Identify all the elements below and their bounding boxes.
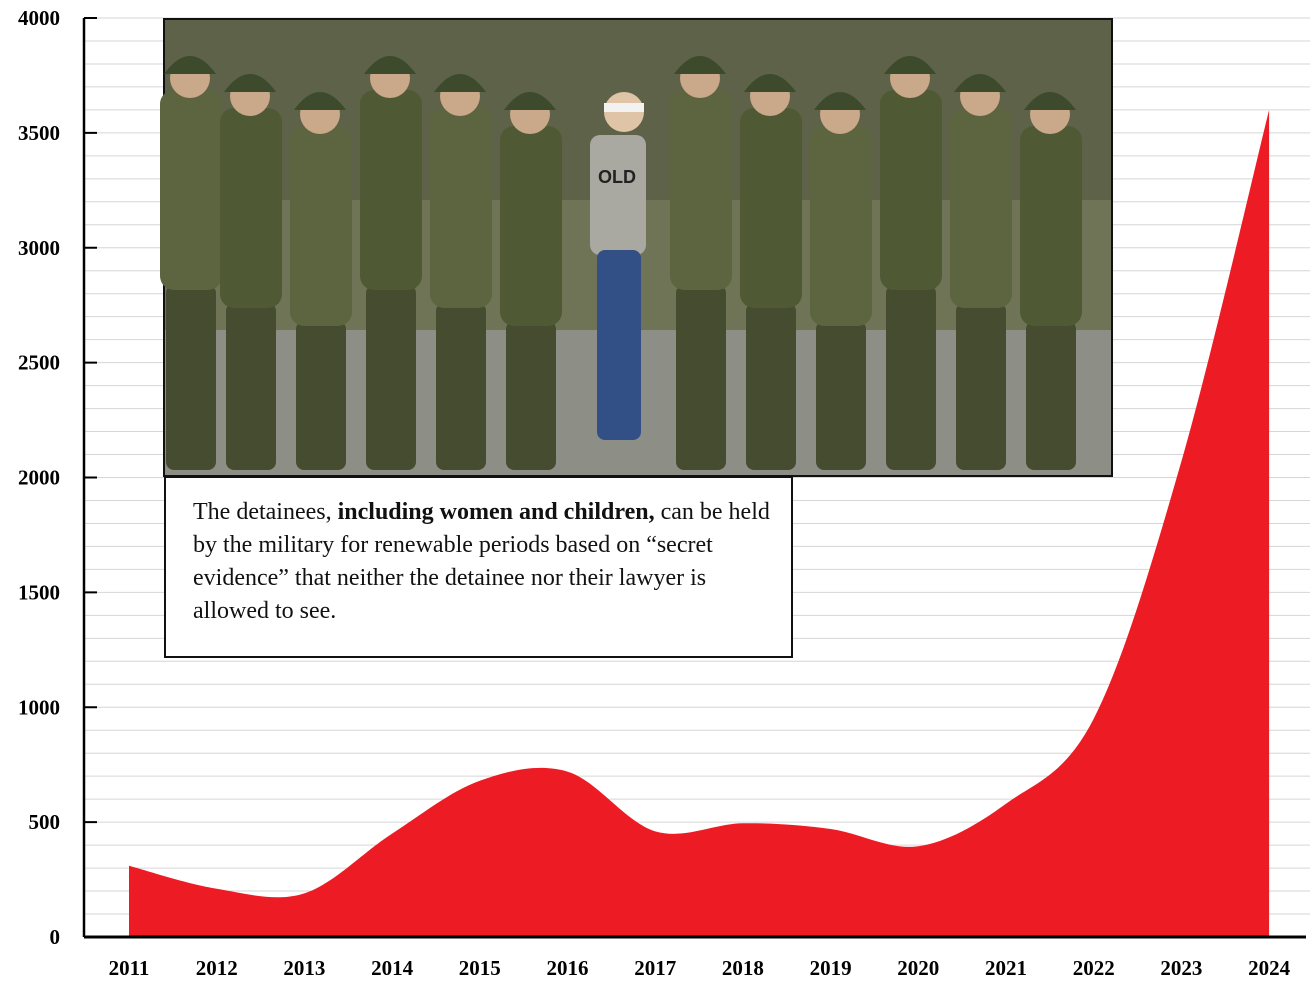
soldier-figure — [430, 74, 492, 470]
soldier-figure — [670, 56, 732, 470]
x-tick-label: 2019 — [810, 956, 852, 980]
x-tick-label: 2020 — [897, 956, 939, 980]
soldier-figure — [740, 74, 802, 470]
soldier-figure — [160, 56, 222, 470]
y-tick-label: 2000 — [18, 466, 60, 490]
soldier-figure — [810, 92, 872, 470]
x-tick-label: 2017 — [634, 956, 676, 980]
caption-text-end: can be held by the military for renewabl… — [193, 499, 770, 624]
caption-text-start: The detainees, — [193, 499, 338, 525]
y-tick-label: 3500 — [18, 121, 60, 145]
x-tick-label: 2013 — [283, 956, 325, 980]
soldiers-group-icon — [160, 56, 1082, 470]
caption-text-bold: including women and children, — [337, 499, 655, 525]
y-tick-label: 1000 — [18, 695, 60, 719]
soldier-figure — [500, 92, 562, 470]
y-tick-label: 0 — [50, 925, 61, 949]
y-tick-label: 1500 — [18, 580, 60, 604]
area-series — [129, 109, 1270, 937]
soldier-figure — [360, 56, 422, 470]
detained-boy-icon: OLD — [590, 92, 646, 440]
x-tick-label: 2014 — [371, 956, 414, 980]
soldier-figure — [220, 74, 282, 470]
y-tick-label: 2500 — [18, 351, 60, 375]
x-tick-label: 2012 — [196, 956, 238, 980]
x-tick-label: 2016 — [547, 956, 589, 980]
x-tick-labels: 2011 2012 2013 2014 2015 2016 2017 2018 2019 2020… — [109, 956, 1291, 980]
x-tick-label: 2024 — [1248, 956, 1291, 980]
inset-photo: OLD — [160, 18, 1113, 477]
soldier-figure — [1020, 92, 1082, 470]
x-tick-label: 2011 — [109, 956, 150, 980]
soldier-figure — [290, 92, 352, 470]
y-tick-labels: 0 500 1000 1500 2000 2500 3000 3500 4000 — [18, 6, 97, 949]
x-tick-label: 2015 — [459, 956, 501, 980]
caption-box: The detainees, including women and child… — [164, 476, 793, 658]
x-tick-label: 2021 — [985, 956, 1027, 980]
y-tick-label: 500 — [29, 810, 61, 834]
x-tick-label: 2022 — [1073, 956, 1115, 980]
y-tick-label: 4000 — [18, 6, 60, 30]
soldier-figure — [880, 56, 942, 470]
x-tick-label: 2018 — [722, 956, 764, 980]
y-tick-label: 3000 — [18, 236, 60, 260]
x-tick-label: 2023 — [1160, 956, 1202, 980]
shirt-text: OLD — [598, 167, 636, 187]
soldier-figure — [950, 74, 1012, 470]
